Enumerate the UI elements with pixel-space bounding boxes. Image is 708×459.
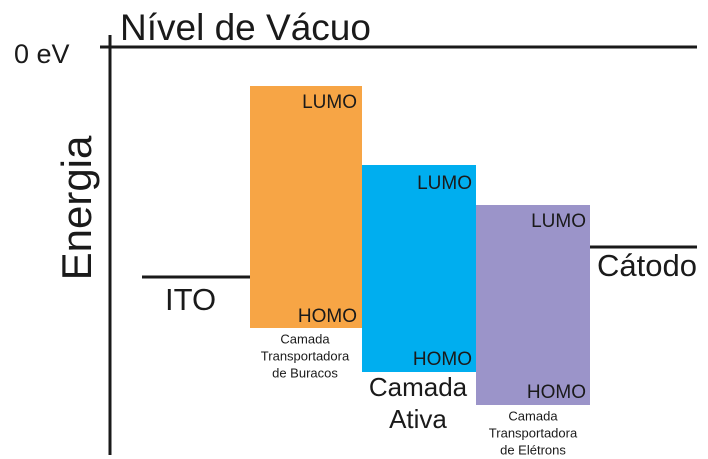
active-block [362, 165, 476, 372]
lumo-label: LUMO [417, 173, 472, 194]
layer-name: Camada [369, 372, 468, 402]
layer-name: de Buracos [272, 365, 338, 380]
axis-label: Energia [53, 135, 100, 280]
zero-label: 0 eV [14, 39, 70, 69]
layer-name: Ativa [389, 404, 447, 434]
homo-label: HOMO [413, 349, 472, 370]
layer-name: Transportadora [489, 425, 578, 440]
ito-label: ITO [165, 282, 216, 317]
title: Nível de Vácuo [120, 7, 371, 48]
htl-block [250, 86, 362, 328]
layer-name: Camada [508, 408, 558, 423]
cathode-label: Cátodo [597, 248, 697, 283]
homo-label: HOMO [298, 306, 357, 327]
homo-label: HOMO [527, 382, 586, 403]
layer-name: Camada [280, 331, 330, 346]
lumo-label: LUMO [302, 92, 357, 113]
layer-name: de Elétrons [500, 442, 566, 457]
lumo-label: LUMO [531, 211, 586, 232]
layer-name: Transportadora [261, 348, 350, 363]
etl-block [476, 205, 590, 405]
